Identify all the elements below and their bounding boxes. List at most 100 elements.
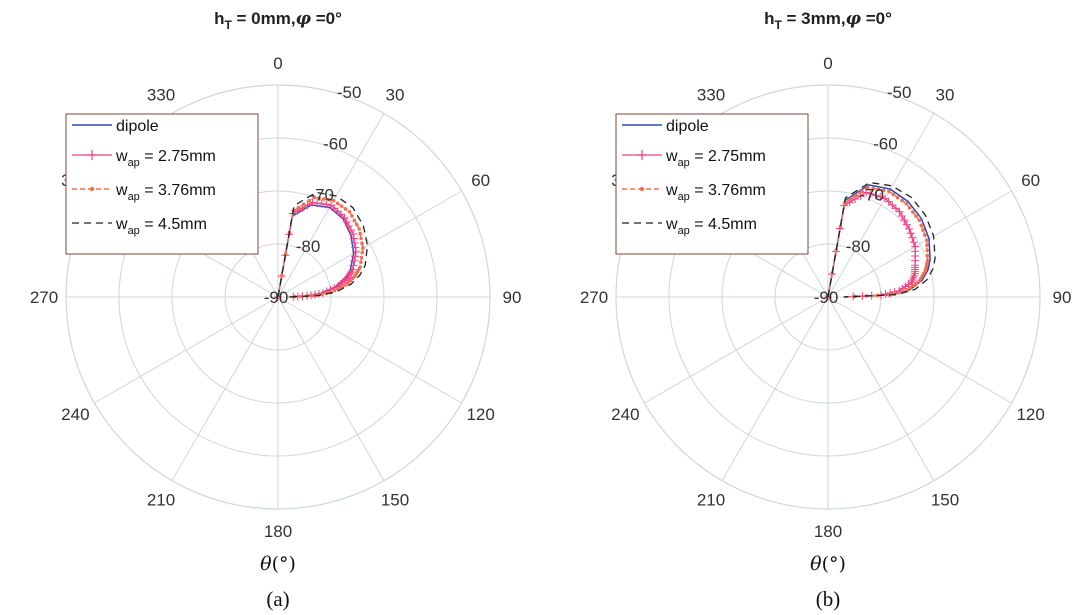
- plus-marker: [911, 269, 920, 278]
- plus-marker: [351, 252, 360, 261]
- plus-marker: [876, 192, 885, 201]
- dot-marker: [925, 248, 929, 253]
- dot-marker: [359, 255, 364, 260]
- angle-label-120: 120: [1016, 405, 1044, 424]
- angle-label-180: 180: [264, 522, 292, 541]
- plus-marker: [340, 213, 349, 222]
- dot-marker: [283, 252, 288, 256]
- series-line-w45: [827, 181, 936, 298]
- dot-marker: [335, 201, 340, 206]
- dot-marker: [914, 214, 918, 218]
- plus-marker: [884, 197, 893, 206]
- plus-marker: [313, 199, 322, 208]
- dot-marker: [347, 209, 352, 214]
- series-line-w275: [827, 191, 916, 298]
- r-label-m90: -90: [264, 288, 289, 307]
- r-label-m60: -60: [873, 134, 898, 153]
- legend-label-w376: wap = 3.76mm: [115, 182, 216, 203]
- dot-marker: [917, 218, 922, 223]
- plus-marker: [322, 200, 331, 209]
- dot-marker: [352, 218, 357, 223]
- grid-spoke: [827, 296, 935, 481]
- legend-label-dipole: dipole: [116, 118, 159, 135]
- dot-marker: [350, 276, 355, 281]
- polar-chart-b: 0306090120150180210240270300330-50-60-70…: [580, 9, 1072, 611]
- angle-label-240: 240: [61, 405, 89, 424]
- legend: dipole wap = 2.75mm wap = 3.76mm wap = 4.5m…: [615, 113, 809, 255]
- angle-label-90: 90: [503, 288, 522, 307]
- legend-dot-marker: [89, 186, 95, 192]
- dot-marker: [896, 290, 900, 295]
- angle-label-60: 60: [1021, 171, 1040, 190]
- polar-chart-a: 0306090120150180210240270300330-50-60-70…: [30, 9, 522, 611]
- grid-spoke: [277, 190, 462, 298]
- r-label-m50: -50: [887, 83, 912, 102]
- grid-spoke: [277, 296, 462, 404]
- angle-label-90: 90: [1053, 288, 1072, 307]
- dot-marker: [925, 243, 929, 248]
- dot-marker: [923, 233, 927, 237]
- dot-marker: [358, 231, 362, 236]
- dot-marker: [895, 195, 900, 200]
- plus-marker: [352, 247, 361, 256]
- grid-spoke: [171, 296, 279, 481]
- dot-marker: [921, 228, 925, 232]
- dot-marker: [838, 224, 843, 229]
- dot-marker: [871, 186, 875, 191]
- dot-marker: [887, 189, 891, 194]
- angle-label-0: 0: [273, 54, 282, 73]
- dot-marker: [925, 253, 930, 258]
- r-label-m50: -50: [337, 83, 362, 102]
- plus-marker: [895, 207, 904, 216]
- polar-grid: [65, 84, 491, 510]
- dot-marker: [887, 293, 891, 297]
- series-w45: [827, 181, 936, 298]
- plus-marker: [908, 233, 917, 242]
- angle-label-240: 240: [611, 405, 639, 424]
- dot-marker: [352, 274, 357, 279]
- plus-marker: [888, 201, 897, 210]
- dot-marker: [307, 198, 311, 203]
- legend-plus-marker: [637, 150, 647, 160]
- chart-title: hT = 0mm,φ =0°: [214, 9, 342, 32]
- dot-marker: [312, 195, 317, 200]
- legend-dot-marker: [639, 186, 645, 192]
- plus-marker: [910, 271, 919, 280]
- grid-spoke: [721, 296, 829, 481]
- plus-marker: [346, 225, 355, 234]
- grid-spoke: [644, 296, 829, 404]
- legend-label-w45: wap = 4.5mm: [115, 216, 207, 237]
- dot-marker: [354, 222, 359, 227]
- grid-spoke: [827, 296, 1012, 404]
- dot-marker: [331, 198, 336, 203]
- dot-marker: [904, 201, 909, 206]
- plus-marker: [909, 273, 918, 282]
- r-label-m80: -80: [296, 237, 321, 256]
- dot-marker: [360, 250, 365, 255]
- plus-marker: [905, 224, 914, 233]
- plus-marker: [891, 204, 900, 213]
- legend-plus-marker: [87, 150, 97, 160]
- axis-label-theta: θ(°): [810, 553, 846, 575]
- plus-marker: [349, 261, 358, 270]
- chart-title: hT = 3mm,φ =0°: [764, 9, 892, 32]
- angle-label-0: 0: [823, 54, 832, 73]
- dot-marker: [917, 279, 922, 283]
- dot-marker: [279, 273, 284, 278]
- angle-label-150: 150: [381, 491, 409, 510]
- dot-marker: [854, 193, 859, 198]
- dot-marker: [348, 278, 353, 283]
- dot-marker: [881, 188, 886, 193]
- series-w376: [826, 185, 930, 299]
- dot-marker: [359, 260, 363, 265]
- angle-label-210: 210: [147, 491, 175, 510]
- dot-marker: [911, 210, 915, 214]
- dot-marker: [905, 288, 909, 292]
- plus-marker: [902, 220, 911, 229]
- angle-label-60: 60: [471, 171, 490, 190]
- r-label-m70: -70: [309, 186, 334, 205]
- dot-marker: [900, 198, 904, 203]
- radial-labels: -50 -60 -70 -80 -90: [264, 83, 362, 307]
- dot-marker: [327, 198, 331, 202]
